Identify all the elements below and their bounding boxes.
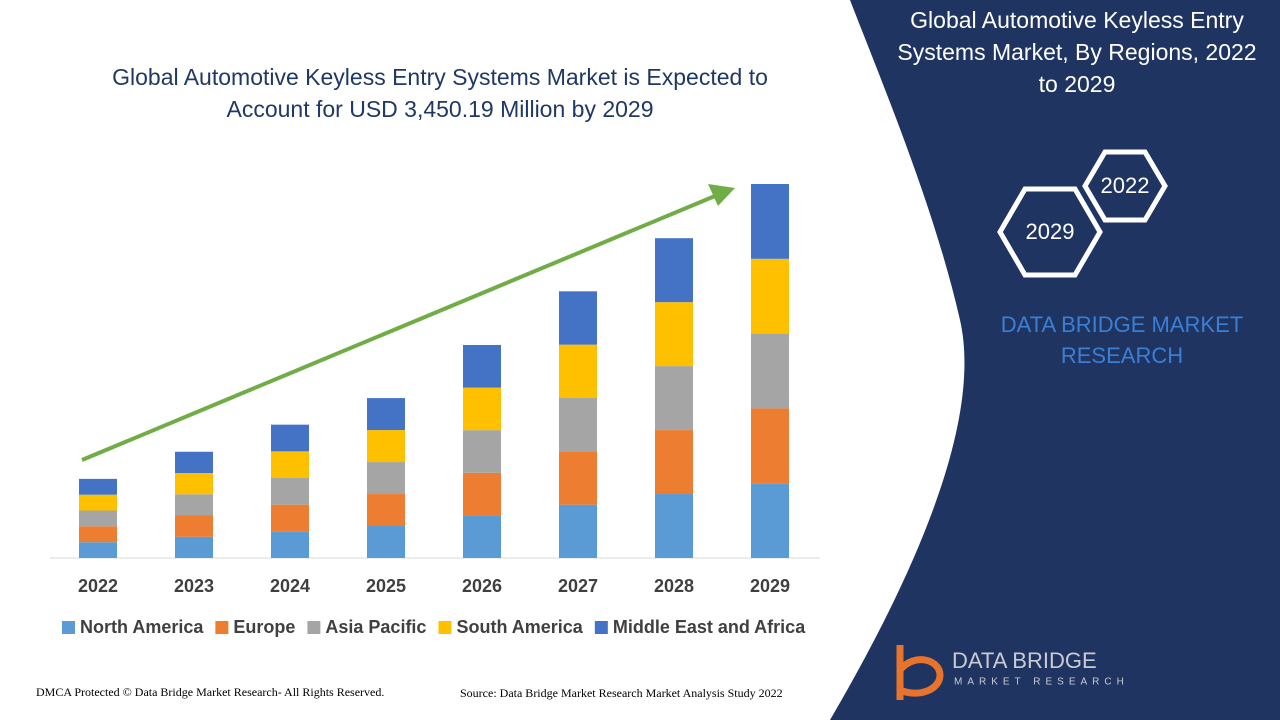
logo-mark <box>896 645 944 700</box>
bar-segment <box>463 430 501 473</box>
legend-swatch <box>62 621 75 634</box>
text-line: Global Automotive Keyless Entry Systems … <box>112 64 768 90</box>
bar-segment <box>175 451 213 474</box>
bar-segment <box>271 451 309 478</box>
x-tick-label: 2022 <box>78 576 118 596</box>
bar-segment <box>463 344 501 388</box>
hexagon <box>997 186 1103 278</box>
bar-segment <box>271 504 309 532</box>
bar-segment <box>175 494 213 516</box>
bar-segment <box>463 387 501 431</box>
panel-title: Global Automotive Keyless Entry Systems M… <box>897 7 1256 97</box>
hexagon <box>1082 149 1168 223</box>
brand-text: DATA BRIDGE MARKET RESEARCH <box>1001 312 1243 368</box>
bar-segment <box>751 184 789 259</box>
x-tick-label: 2028 <box>654 576 694 596</box>
logo-sub: MARKET RESEARCH <box>954 677 1129 688</box>
bar-segment <box>751 408 789 484</box>
legend-label: Middle East and Africa <box>613 617 806 637</box>
bar-segment <box>367 526 405 558</box>
legend-swatch <box>215 621 229 634</box>
bar-segment <box>367 430 405 463</box>
legend-label: North America <box>80 617 204 637</box>
text-line: DATA BRIDGE MARKET <box>1001 312 1243 337</box>
bar-segment <box>559 344 597 398</box>
bar-segment <box>559 451 597 505</box>
side-panel <box>830 0 1280 720</box>
bar-segment <box>367 398 405 431</box>
bar-segment <box>175 515 213 537</box>
bar-segment <box>175 473 213 495</box>
x-tick-label: 2025 <box>366 576 406 596</box>
x-tick-label: 2027 <box>558 576 598 596</box>
bar-segment <box>367 494 405 527</box>
bar-segment <box>271 477 309 505</box>
footer-right: Source: Data Bridge Market Research Mark… <box>460 686 783 700</box>
bar-segment <box>655 366 693 431</box>
bar-segment <box>79 542 117 558</box>
legend-label: Europe <box>233 617 295 637</box>
bar-segment <box>79 526 117 543</box>
bar-segment <box>79 510 117 527</box>
arrow-head <box>708 184 735 206</box>
bar-segment <box>655 430 693 495</box>
bar-segment <box>751 483 789 558</box>
bar-segment <box>655 494 693 558</box>
x-tick-label: 2026 <box>462 576 502 596</box>
bar-segment <box>463 472 501 516</box>
bar-segment <box>367 462 405 495</box>
text-line: RESEARCH <box>1061 343 1183 368</box>
legend-label: South America <box>456 617 583 637</box>
legend-swatch <box>307 621 321 634</box>
legend-swatch <box>594 621 608 634</box>
bar-segment <box>559 504 597 558</box>
legend-label: Asia Pacific <box>325 617 426 637</box>
text-line: Systems Market, By Regions, 2022 <box>897 39 1256 65</box>
bar-segment <box>175 536 213 558</box>
hex-label: 2022 <box>1101 173 1150 198</box>
bar-segment <box>559 291 597 345</box>
bar-segment <box>79 494 117 511</box>
bar-segment <box>271 424 309 452</box>
bar-segment <box>655 238 693 303</box>
x-tick-label: 2024 <box>270 576 310 596</box>
logo-name: DATA BRIDGE <box>952 648 1097 673</box>
legend-swatch <box>438 621 452 634</box>
chart-title: Global Automotive Keyless Entry Systems … <box>112 64 768 122</box>
x-tick-label: 2029 <box>750 576 790 596</box>
bar-segment <box>751 258 789 334</box>
bar-segment <box>751 333 789 409</box>
text-line: to 2029 <box>1039 71 1116 97</box>
x-tick-label: 2023 <box>174 576 214 596</box>
bar-segment <box>655 302 693 367</box>
bar-segment <box>79 478 117 495</box>
trend-arrow <box>81 194 716 462</box>
text-line: Global Automotive Keyless Entry <box>910 7 1244 33</box>
bar-segment <box>271 531 309 558</box>
footer-left: DMCA Protected © Data Bridge Market Rese… <box>36 685 384 699</box>
hex-label: 2029 <box>1026 219 1075 244</box>
bar-segment <box>559 397 597 452</box>
text-line: Account for USD 3,450.19 Million by 2029 <box>226 96 653 122</box>
bar-segment <box>463 515 501 558</box>
